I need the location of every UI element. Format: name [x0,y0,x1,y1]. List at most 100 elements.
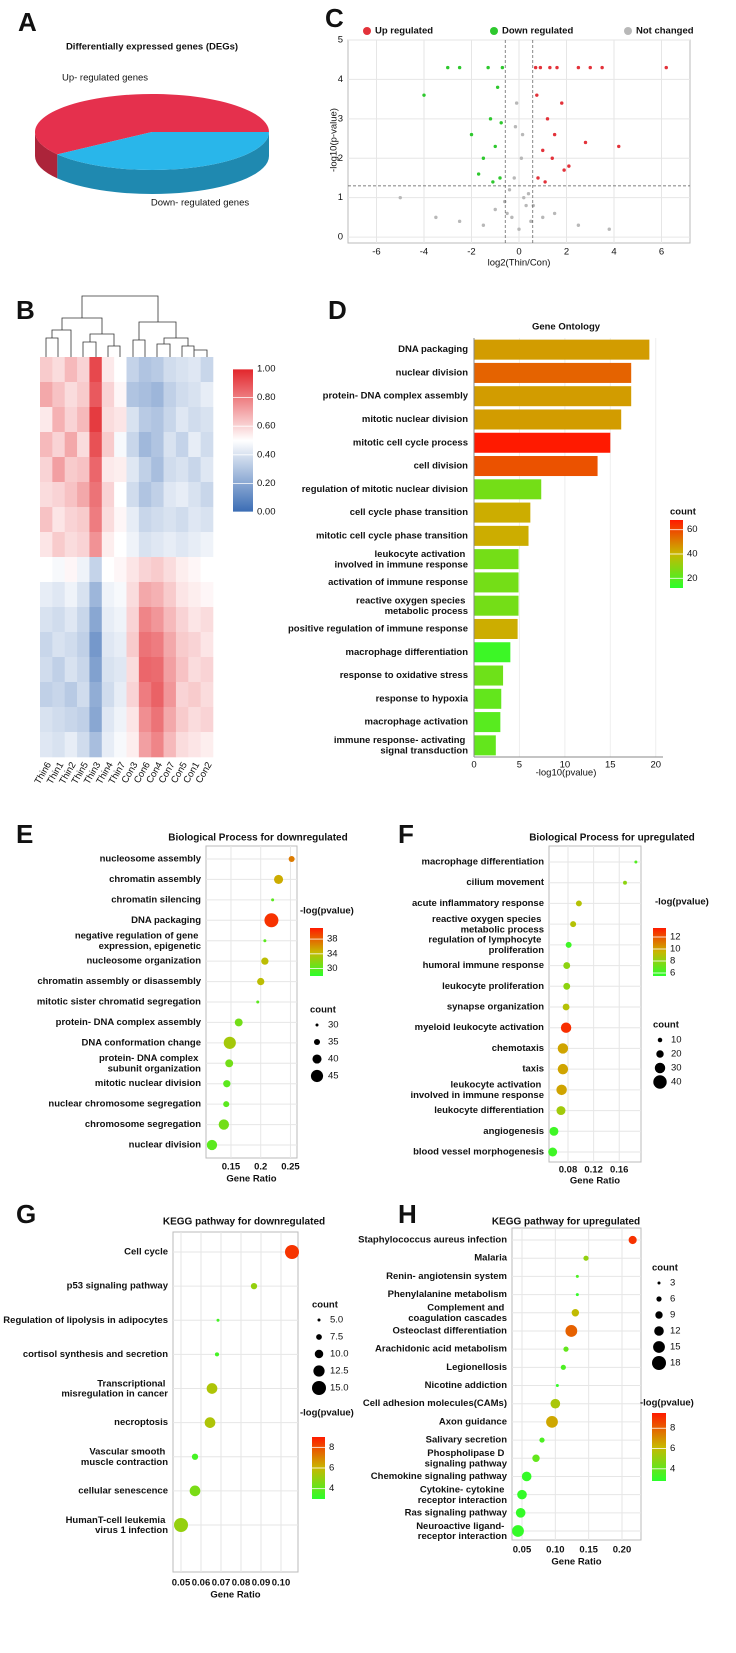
colorbar-title: -log(pvalue) [300,1408,354,1419]
heatmap-cell [77,432,90,458]
category-label: mitotic cell cycle phase transition [316,530,468,541]
heatmap-cell [77,582,90,608]
heatmap-cell [64,457,78,483]
point [552,211,557,216]
category-label: Salivary secretion [426,1435,508,1446]
colorbar-tick-label: 8 [670,956,675,967]
x-tick-label: 0 [471,760,476,771]
heatmap-cell [52,732,66,758]
dot [206,1383,218,1394]
heatmap-cell [52,557,66,583]
heatmap-cell [52,657,66,683]
colorbar-tick-label: 0.60 [257,421,276,432]
category-label: cell cycle phase transition [350,507,468,518]
heatmap-cell [64,582,78,608]
heatmap-cell [52,532,66,558]
colorbar-tick-label: 12 [670,932,681,943]
chart-title: Biological Process for upregulated [529,833,695,844]
point [664,65,668,70]
plot-area [172,1231,299,1573]
colorbar-title: -log(pvalue) [640,1398,694,1409]
dot [583,1255,589,1261]
bar [474,665,504,686]
heatmap-cell [114,482,127,508]
category-label: nuclear division [129,1140,202,1151]
point [505,211,509,216]
heatmap-cell [175,457,189,483]
heatmap-cell [188,582,201,608]
heatmap-cell [101,607,115,633]
heatmap-cell [151,557,164,583]
panel-letter: A [18,7,37,37]
size-legend-marker [312,1054,322,1064]
x-tick-label: -6 [372,247,380,258]
heatmap-cell [52,432,66,458]
size-legend-label: 12 [670,1326,681,1337]
heatmap-cell [188,482,201,508]
point [541,215,545,220]
colorbar-title: count [670,507,697,518]
dot [189,1485,201,1497]
heatmap-cell [52,507,66,533]
size-legend-label: 30 [671,1063,682,1074]
dot [557,1063,569,1075]
heatmap-cell [200,682,214,708]
point [552,132,557,137]
category-label: protein- DNA complex assembly [56,1017,202,1028]
heatmap-cell [77,507,90,533]
heatmap-cell [40,557,53,583]
heatmap-cell [163,607,177,633]
colorbar-tick-label: 10 [670,944,681,955]
heatmap-cell [188,382,201,408]
category-label: mitotic cell cycle process [353,437,468,448]
category-label: Vascular smooth muscle contraction [81,1446,168,1467]
heatmap-cell [40,632,53,658]
heatmap-cell [89,732,103,758]
category-label: mitotic nuclear division [95,1078,201,1089]
point [600,65,604,70]
heatmap-cell [200,532,214,558]
heatmap-cell [163,657,177,683]
category-label: Renin- angiotensin system [386,1271,507,1282]
heatmap-cell [151,507,164,533]
heatmap-cell [64,732,78,758]
dot [565,1325,578,1337]
heatmap-cell [138,682,152,708]
category-label: Staphylococcus aureus infection [358,1235,507,1246]
bar [474,595,519,616]
category-label: negative regulation of gene expression, … [75,930,201,951]
heatmap-cell [64,482,78,508]
dot [571,1309,580,1317]
bar [474,549,519,570]
bar [474,572,519,593]
category-label: immune response- activating signal trans… [334,735,468,756]
plot-area [511,1227,642,1541]
x-tick-label: 0.25 [281,1162,300,1173]
dot [575,1274,579,1278]
point [536,176,540,180]
x-tick-label: 0.10 [272,1578,291,1589]
category-label: Chemokine signaling pathway [371,1471,508,1482]
panel-letter: C [325,3,344,33]
heatmap-cell [40,657,53,683]
category-label: Transcriptional misregulation in cancer [61,1378,168,1399]
x-axis-title: log2(Thin/Con) [488,258,551,269]
size-legend-marker [314,1349,324,1359]
size-legend-label: 3 [670,1278,675,1289]
colorbar-tick-label: 4 [329,1483,334,1494]
dot [563,962,571,970]
heatmap-cell [163,482,177,508]
point [457,219,462,224]
point [498,176,502,180]
dot [223,1080,231,1088]
legend-label: Up regulated [375,26,433,37]
dot [206,1139,218,1151]
heatmap-cell [52,357,66,383]
heatmap-cell [126,357,140,383]
heatmap-cell [163,382,177,408]
heatmap-cell [40,682,53,708]
heatmap-cell [126,582,140,608]
dot [549,1126,559,1136]
heatmap-cell [200,732,214,758]
heatmap-cell [114,557,127,583]
